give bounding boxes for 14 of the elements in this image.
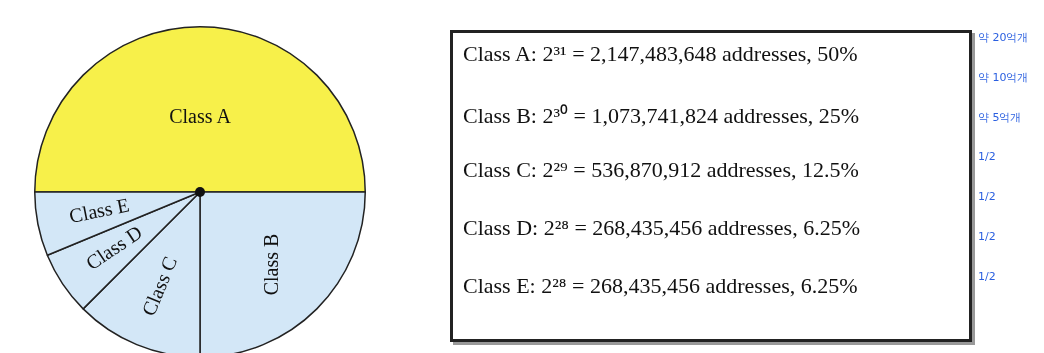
category-label: Class B: 2³⁰ = 1,073,741,824 addresses, 25% — [463, 102, 860, 129]
text: 1/2 — [978, 190, 997, 205]
category-label: Class C: 2²⁹ = 536,870,912 addresses, 12.5% — [463, 157, 859, 183]
category-label: Class E: 2²⁸ = 268,435,456 addresses, 6.25% — [463, 273, 858, 299]
slice-label: Class B — [259, 233, 282, 296]
slice-label: Class A — [169, 104, 232, 127]
category-label: Class A: 2³¹ = 2,147,483,648 addresses, 50% — [463, 41, 858, 67]
text: 약 10억개 — [978, 70, 1029, 86]
text: 약 5억개 — [978, 110, 1023, 126]
category-label: Class D: 2²⁸ = 268,435,456 addresses, 6.25% — [463, 215, 860, 241]
text: 1/2 — [978, 150, 997, 165]
text: 1/2 — [978, 230, 997, 245]
text: 약 20억개 — [978, 30, 1029, 46]
text: 1/2 — [978, 270, 997, 285]
